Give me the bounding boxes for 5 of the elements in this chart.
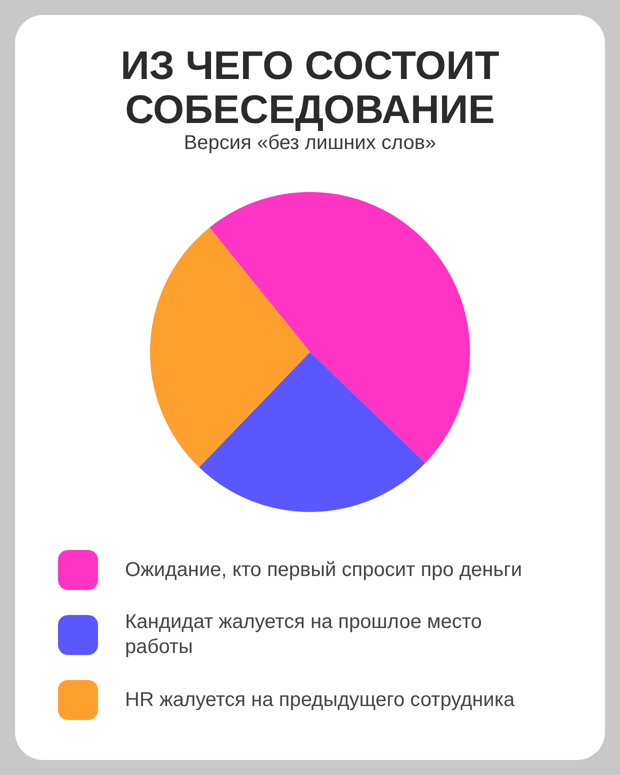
legend-label: Ожидание, кто первый спросит про деньги: [125, 558, 522, 582]
legend-label: HR жалуется на предыдущего сотрудника: [125, 688, 515, 712]
chart-title: ИЗ ЧЕГО СОСТОИТ СОБЕСЕДОВАНИЕ: [120, 44, 500, 132]
legend-label: Кандидат жалуется на прошлое место работы: [125, 610, 483, 660]
chart-subtitle: Версия «без лишних слов»: [182, 131, 438, 155]
